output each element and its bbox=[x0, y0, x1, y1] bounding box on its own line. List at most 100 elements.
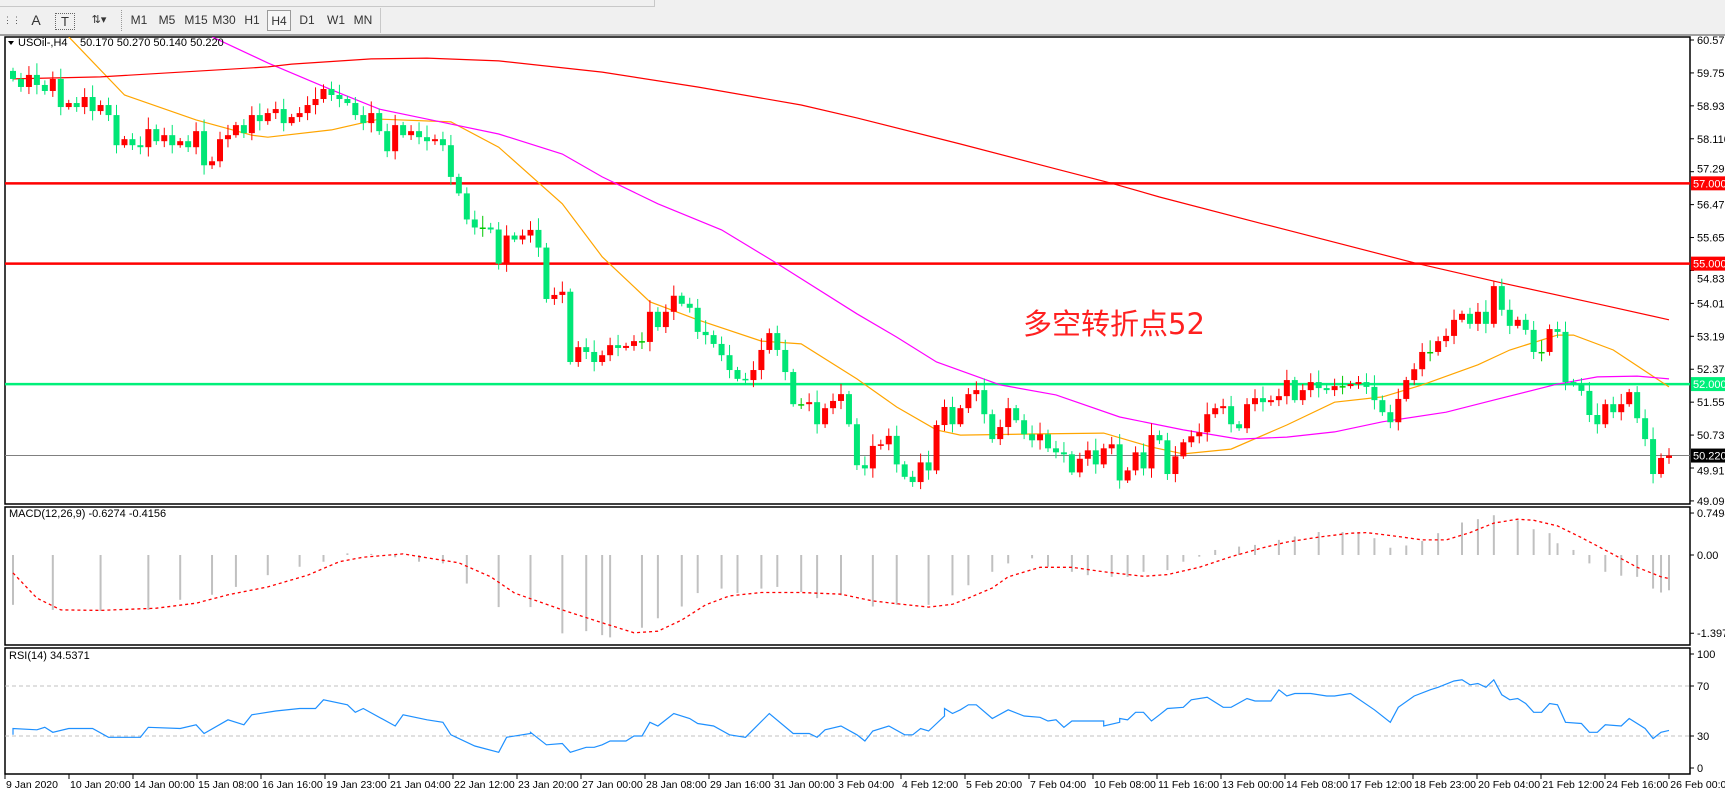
candle-body bbox=[909, 476, 916, 483]
time-tick-label: 9 Jan 2020 bbox=[6, 779, 58, 791]
candle-body bbox=[1323, 388, 1330, 391]
candle-body bbox=[973, 390, 980, 395]
time-tick-label: 13 Feb 00:00 bbox=[1222, 779, 1284, 791]
rsi-tick-label: 30 bbox=[1697, 731, 1709, 743]
candle-body bbox=[1530, 329, 1537, 352]
candle-body bbox=[885, 435, 892, 445]
timeframe-mn[interactable]: MN bbox=[353, 13, 373, 27]
candle-body bbox=[702, 331, 709, 336]
candle-body bbox=[623, 345, 630, 348]
text-icon[interactable]: A bbox=[31, 12, 41, 28]
candle-body bbox=[1642, 418, 1649, 440]
price-tick-label: 54.830 bbox=[1697, 274, 1725, 286]
candle-body bbox=[89, 97, 96, 112]
annotation-text[interactable]: 多空转折点52 bbox=[1023, 307, 1205, 341]
candle-body bbox=[384, 131, 391, 152]
candle-body bbox=[105, 105, 112, 116]
candle-body bbox=[1562, 331, 1569, 383]
candle-body bbox=[941, 406, 948, 426]
candle-body bbox=[678, 295, 685, 304]
arrows-icon[interactable]: ⇅▾ bbox=[91, 14, 107, 26]
candle-body bbox=[264, 113, 271, 122]
candle-body bbox=[280, 109, 287, 124]
candle-body bbox=[1156, 435, 1163, 441]
text-label-icon[interactable]: T bbox=[55, 13, 75, 30]
candle-body bbox=[1108, 444, 1115, 449]
candle-body bbox=[400, 125, 407, 136]
timeframe-d1[interactable]: D1 bbox=[299, 13, 315, 27]
price-tick-label: 60.570 bbox=[1697, 35, 1725, 47]
time-tick-label: 14 Feb 08:00 bbox=[1286, 779, 1348, 791]
candle-body bbox=[1363, 382, 1370, 387]
candle-body bbox=[424, 137, 430, 142]
candle-body bbox=[288, 117, 295, 124]
candle-body bbox=[1116, 444, 1123, 481]
time-tick-label: 16 Jan 16:00 bbox=[262, 779, 323, 791]
candle-body bbox=[224, 135, 231, 140]
candle-body bbox=[845, 394, 852, 425]
candle-body bbox=[33, 74, 40, 85]
time-tick-label: 18 Feb 23:00 bbox=[1414, 779, 1476, 791]
candle-body bbox=[503, 235, 510, 264]
candle-body bbox=[726, 355, 733, 371]
legend-collapse-icon[interactable] bbox=[8, 41, 14, 45]
time-tick-label: 19 Jan 23:00 bbox=[326, 779, 387, 791]
candle-body bbox=[1634, 392, 1641, 419]
price-tick-label: 58.930 bbox=[1697, 101, 1725, 113]
candle-body bbox=[161, 135, 168, 142]
candle-body bbox=[1403, 380, 1410, 399]
candle-body bbox=[1180, 442, 1187, 457]
candle-body bbox=[814, 402, 821, 425]
candle-body bbox=[81, 97, 88, 108]
candle-body bbox=[527, 229, 534, 236]
candle-body bbox=[1052, 448, 1059, 453]
price-level-tag bbox=[1691, 176, 1725, 191]
candle-body bbox=[1060, 452, 1067, 455]
rsi-tick-label: 0 bbox=[1697, 763, 1703, 775]
candle-body bbox=[686, 303, 693, 308]
grid-icon[interactable]: ⋮⋮ bbox=[3, 15, 21, 25]
timeframe-m30[interactable]: M30 bbox=[212, 13, 236, 27]
time-tick-label: 29 Jan 16:00 bbox=[710, 779, 771, 791]
candle-body bbox=[638, 341, 645, 343]
timeframe-w1[interactable]: W1 bbox=[327, 13, 345, 27]
price-tick-label: 52.370 bbox=[1697, 364, 1725, 376]
candle-body bbox=[1602, 404, 1609, 425]
candle-body bbox=[177, 141, 184, 146]
candle-body bbox=[1005, 408, 1012, 428]
time-tick-label: 4 Feb 12:00 bbox=[902, 779, 958, 791]
candle-body bbox=[877, 444, 884, 446]
candle-body bbox=[193, 131, 200, 148]
timeframe-m1[interactable]: M1 bbox=[130, 13, 148, 27]
candle-body bbox=[169, 135, 176, 146]
time-tick-label: 14 Jan 00:00 bbox=[134, 779, 195, 791]
rsi-tick-label: 70 bbox=[1697, 681, 1709, 693]
candle-body bbox=[1443, 335, 1450, 342]
candle-body bbox=[1594, 415, 1601, 425]
candle-body bbox=[17, 78, 24, 87]
timeframe-m15[interactable]: M15 bbox=[184, 13, 208, 27]
candle-body bbox=[1140, 452, 1147, 469]
candle-body bbox=[1236, 424, 1243, 429]
candle-body bbox=[1666, 455, 1672, 458]
candle-body bbox=[1315, 382, 1322, 389]
price-level-tag-label: 52.000 bbox=[1693, 379, 1725, 391]
time-tick-label: 10 Jan 20:00 bbox=[70, 779, 131, 791]
candle-body bbox=[1626, 392, 1633, 405]
candle-body bbox=[1546, 329, 1553, 352]
timeframe-h4[interactable]: H4 bbox=[267, 10, 291, 31]
rsi-label: RSI(14) 34.5371 bbox=[9, 650, 90, 662]
price-tick-label: 51.550 bbox=[1697, 397, 1725, 409]
candle-body bbox=[185, 141, 192, 148]
timeframe-m5[interactable]: M5 bbox=[158, 13, 176, 27]
price-level-tag bbox=[1691, 377, 1725, 392]
time-tick-label: 24 Feb 16:00 bbox=[1606, 779, 1668, 791]
timeframe-h1[interactable]: H1 bbox=[244, 13, 260, 27]
candle-body bbox=[1068, 454, 1075, 473]
candle-body bbox=[1427, 351, 1434, 354]
candle-body bbox=[901, 464, 908, 477]
candle-body bbox=[1244, 404, 1251, 429]
candle-body bbox=[869, 445, 876, 469]
candle-body bbox=[1204, 414, 1211, 433]
